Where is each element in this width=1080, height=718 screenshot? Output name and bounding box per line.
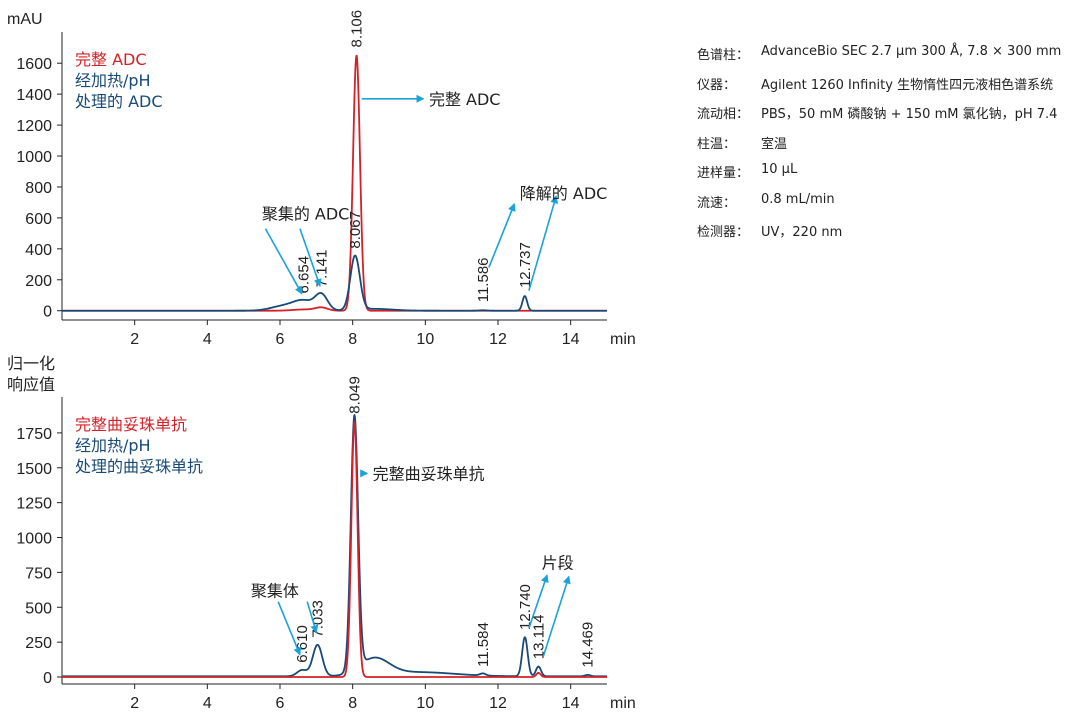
legend-entry: 经加热/pH — [75, 436, 151, 455]
condition-value: 0.8 mL/min — [761, 191, 835, 207]
peak-label: 6.654 — [296, 256, 313, 294]
series-line-intact — [61, 420, 608, 678]
y-tick-label: 200 — [25, 273, 52, 290]
x-tick-label: 2 — [130, 331, 139, 348]
peak-label: 12.737 — [517, 242, 534, 288]
condition-label: 流速： — [697, 195, 737, 211]
peak-label: 8.106 — [349, 10, 366, 48]
annotation-label: 片段 — [542, 554, 574, 573]
peak-label: 13.114 — [530, 614, 547, 659]
y-tick-label: 1000 — [16, 531, 52, 548]
x-tick-label: 4 — [203, 331, 212, 348]
legend-entry: 处理的曲妥珠单抗 — [75, 457, 203, 476]
condition-label: 进样量： — [697, 166, 750, 181]
y-tick-label: 500 — [25, 600, 52, 617]
annotation-label: 降解的 ADC — [520, 184, 608, 203]
condition-row: 色谱柱： AdvanceBio SEC 2.7 µm 300 Å, 7.8 × 3… — [697, 44, 1072, 74]
y-tick-label: 250 — [25, 635, 52, 652]
x-tick-label: 8 — [348, 331, 357, 348]
y-axis-label: mAU — [7, 11, 43, 28]
condition-value: Agilent 1260 Infinity 生物惰性四元液相色谱系统 — [761, 77, 1054, 93]
y-tick-label: 1750 — [16, 426, 52, 443]
condition-row: 柱温： 室温 — [697, 133, 1072, 163]
annotation-label: 聚集的 ADC — [262, 204, 350, 223]
y-tick-label: 400 — [25, 242, 52, 259]
annotation-label: 聚集体 — [251, 582, 299, 601]
y-tick-label: 600 — [25, 211, 52, 228]
y-tick-label: 800 — [25, 180, 52, 197]
condition-value: 室温 — [761, 136, 788, 152]
condition-value: AdvanceBio SEC 2.7 µm 300 Å, 7.8 × 300 m… — [761, 44, 1062, 59]
x-axis-label: min — [610, 695, 636, 712]
legend-entry: 处理的 ADC — [75, 92, 163, 111]
peak-label: 8.049 — [346, 376, 363, 414]
peak-label: 14.469 — [580, 622, 597, 668]
annotation-arrow — [528, 195, 559, 291]
condition-value: 10 µL — [761, 162, 798, 177]
x-tick-label: 14 — [562, 331, 580, 348]
x-tick-label: 14 — [562, 695, 580, 712]
peak-label: 7.141 — [313, 250, 330, 288]
condition-row: 检测器： UV，220 nm — [697, 221, 1072, 251]
x-tick-label: 10 — [416, 331, 434, 348]
legend-entry: 完整曲妥珠单抗 — [75, 415, 187, 434]
peak-label: 11.584 — [475, 622, 492, 667]
x-tick-label: 6 — [276, 695, 285, 712]
condition-label: 色谱柱： — [697, 48, 750, 63]
annotation-arrow — [277, 601, 302, 656]
y-tick-label: 1500 — [16, 461, 52, 478]
x-tick-label: 2 — [130, 695, 139, 712]
condition-label: 柱温： — [697, 136, 737, 152]
x-tick-label: 10 — [416, 695, 434, 712]
annotation-label: 完整 ADC — [429, 90, 501, 109]
series-line-treated — [61, 254, 608, 312]
y-tick-label: 750 — [25, 565, 52, 582]
y-tick-label: 0 — [43, 670, 52, 687]
condition-label: 检测器： — [697, 225, 750, 240]
y-tick-label: 1200 — [16, 118, 52, 135]
annotation-label: 完整曲妥珠单抗 — [373, 464, 485, 483]
annotation-arrow — [299, 228, 322, 287]
y-tick-label: 0 — [43, 304, 52, 321]
annotation-arrow — [488, 203, 516, 268]
condition-value: UV，220 nm — [761, 225, 843, 240]
chart-intact-adc: 0 200 400 600 800 1000 1200 1400 1600 2 4 6 8 10 12 14 m… — [7, 10, 636, 348]
condition-row: 流动相： PBS，50 mM 磷酸钠 + 150 mM 氯化钠，pH 7.4 — [697, 103, 1072, 133]
annotation-arrow — [542, 575, 571, 657]
annotation-arrow — [306, 601, 319, 634]
y-axis-label: 归一化响应值 — [7, 354, 55, 394]
x-tick-label: 6 — [276, 331, 285, 348]
peak-label: 12.740 — [517, 584, 534, 630]
condition-label: 仪器： — [697, 77, 737, 93]
peak-label: 8.067 — [347, 211, 364, 249]
condition-row: 流速： 0.8 mL/min — [697, 192, 1072, 222]
condition-row: 进样量： 10 µL — [697, 162, 1072, 192]
x-tick-label: 12 — [489, 695, 507, 712]
method-conditions-panel: 色谱柱： AdvanceBio SEC 2.7 µm 300 Å, 7.8 × 3… — [697, 44, 1072, 251]
y-tick-label: 1600 — [16, 56, 52, 73]
y-tick-label: 1250 — [16, 496, 52, 513]
condition-label: 流动相： — [697, 107, 750, 122]
condition-value: PBS，50 mM 磷酸钠 + 150 mM 氯化钠，pH 7.4 — [761, 107, 1058, 122]
peak-label: 11.586 — [475, 257, 492, 302]
x-axis-label: min — [610, 331, 636, 348]
y-tick-label: 1000 — [16, 149, 52, 166]
y-tick-label: 1400 — [16, 87, 52, 104]
legend-entry: 经加热/pH — [75, 71, 151, 90]
annotation-arrow — [264, 228, 303, 295]
chart-trastuzumab: 0 250 500 750 1000 1250 1500 1750 2 4 6 8 10 12 14 min 归… — [7, 354, 636, 712]
x-tick-label: 8 — [348, 695, 357, 712]
x-tick-label: 4 — [203, 695, 212, 712]
x-tick-label: 12 — [489, 331, 507, 348]
legend-entry: 完整 ADC — [75, 50, 147, 69]
annotation-arrow — [528, 574, 549, 629]
condition-row: 仪器： Agilent 1260 Infinity 生物惰性四元液相色谱系统 — [697, 74, 1072, 104]
